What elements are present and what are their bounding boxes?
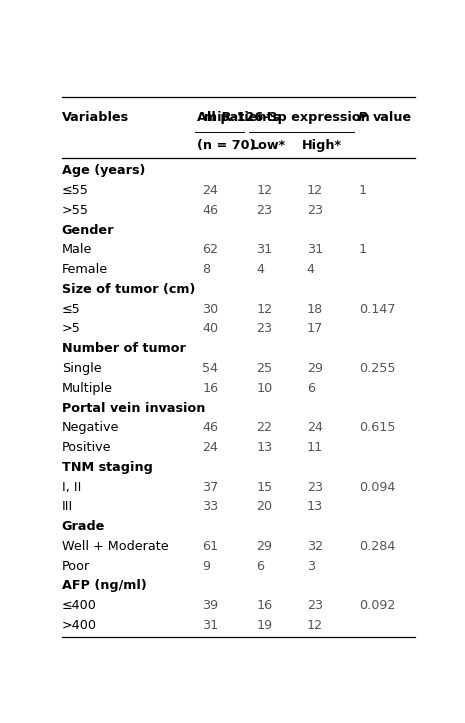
Text: Grade: Grade <box>62 520 105 533</box>
Text: 12: 12 <box>256 303 272 316</box>
Text: 24: 24 <box>202 441 218 454</box>
Text: 18: 18 <box>307 303 323 316</box>
Text: 40: 40 <box>202 322 219 335</box>
Text: 6: 6 <box>256 560 264 573</box>
Text: 12: 12 <box>307 619 323 632</box>
Text: TNM staging: TNM staging <box>62 461 153 474</box>
Text: 33: 33 <box>202 500 219 513</box>
Text: >55: >55 <box>62 204 89 217</box>
Text: Well + Moderate: Well + Moderate <box>62 540 168 553</box>
Text: Female: Female <box>62 263 108 276</box>
Text: 54: 54 <box>202 362 219 375</box>
Text: 31: 31 <box>202 619 219 632</box>
Text: P: P <box>357 111 366 124</box>
Text: ≤55: ≤55 <box>62 184 89 197</box>
Text: 0.147: 0.147 <box>359 303 396 316</box>
Text: miR-126-3p expression: miR-126-3p expression <box>204 111 370 124</box>
Text: 19: 19 <box>256 619 272 632</box>
Text: >400: >400 <box>62 619 97 632</box>
Text: 3: 3 <box>307 560 315 573</box>
Text: 0.615: 0.615 <box>359 422 396 435</box>
Text: Low*: Low* <box>251 140 286 153</box>
Text: 23: 23 <box>256 322 272 335</box>
Text: 23: 23 <box>256 204 272 217</box>
Text: 31: 31 <box>256 244 272 257</box>
Text: 13: 13 <box>256 441 272 454</box>
Text: 30: 30 <box>202 303 219 316</box>
Text: Male: Male <box>62 244 92 257</box>
Text: High*: High* <box>301 140 341 153</box>
Text: Negative: Negative <box>62 422 119 435</box>
Text: value: value <box>372 111 412 124</box>
Text: All patients: All patients <box>197 111 280 124</box>
Text: 9: 9 <box>202 560 210 573</box>
Text: Age (years): Age (years) <box>62 164 145 177</box>
Text: Positive: Positive <box>62 441 111 454</box>
Text: 31: 31 <box>307 244 323 257</box>
Text: Gender: Gender <box>62 223 114 236</box>
Text: 29: 29 <box>307 362 323 375</box>
Text: 62: 62 <box>202 244 218 257</box>
Text: 20: 20 <box>256 500 272 513</box>
Text: 0.284: 0.284 <box>359 540 395 553</box>
Text: 24: 24 <box>307 422 323 435</box>
Text: >5: >5 <box>62 322 80 335</box>
Text: 23: 23 <box>307 481 323 494</box>
Text: 4: 4 <box>256 263 264 276</box>
Text: 1: 1 <box>359 184 367 197</box>
Text: 32: 32 <box>307 540 323 553</box>
Text: 22: 22 <box>256 422 272 435</box>
Text: 1: 1 <box>359 244 367 257</box>
Text: 23: 23 <box>307 204 323 217</box>
Text: 17: 17 <box>307 322 323 335</box>
Text: 16: 16 <box>256 599 272 612</box>
Text: 13: 13 <box>307 500 323 513</box>
Text: 39: 39 <box>202 599 219 612</box>
Text: 61: 61 <box>202 540 219 553</box>
Text: 24: 24 <box>202 184 218 197</box>
Text: 0.255: 0.255 <box>359 362 396 375</box>
Text: Single: Single <box>62 362 101 375</box>
Text: 15: 15 <box>256 481 272 494</box>
Text: 29: 29 <box>256 540 272 553</box>
Text: 0.092: 0.092 <box>359 599 395 612</box>
Text: 4: 4 <box>307 263 315 276</box>
Text: I, II: I, II <box>62 481 81 494</box>
Text: 0.094: 0.094 <box>359 481 395 494</box>
Text: 46: 46 <box>202 422 218 435</box>
Text: 6: 6 <box>307 382 315 395</box>
Text: 11: 11 <box>307 441 323 454</box>
Text: 46: 46 <box>202 204 218 217</box>
Text: 25: 25 <box>256 362 272 375</box>
Text: Poor: Poor <box>62 560 90 573</box>
Text: 8: 8 <box>202 263 210 276</box>
Text: (n = 70): (n = 70) <box>197 140 255 153</box>
Text: ≤5: ≤5 <box>62 303 80 316</box>
Text: III: III <box>62 500 73 513</box>
Text: 10: 10 <box>256 382 272 395</box>
Text: 12: 12 <box>307 184 323 197</box>
Text: Multiple: Multiple <box>62 382 113 395</box>
Text: Variables: Variables <box>62 111 129 124</box>
Text: 12: 12 <box>256 184 272 197</box>
Text: 37: 37 <box>202 481 219 494</box>
Text: 23: 23 <box>307 599 323 612</box>
Text: Portal vein invasion: Portal vein invasion <box>62 401 205 414</box>
Text: Size of tumor (cm): Size of tumor (cm) <box>62 283 195 296</box>
Text: Number of tumor: Number of tumor <box>62 342 186 355</box>
Text: AFP (ng/ml): AFP (ng/ml) <box>62 579 146 592</box>
Text: ≤400: ≤400 <box>62 599 97 612</box>
Text: 16: 16 <box>202 382 219 395</box>
